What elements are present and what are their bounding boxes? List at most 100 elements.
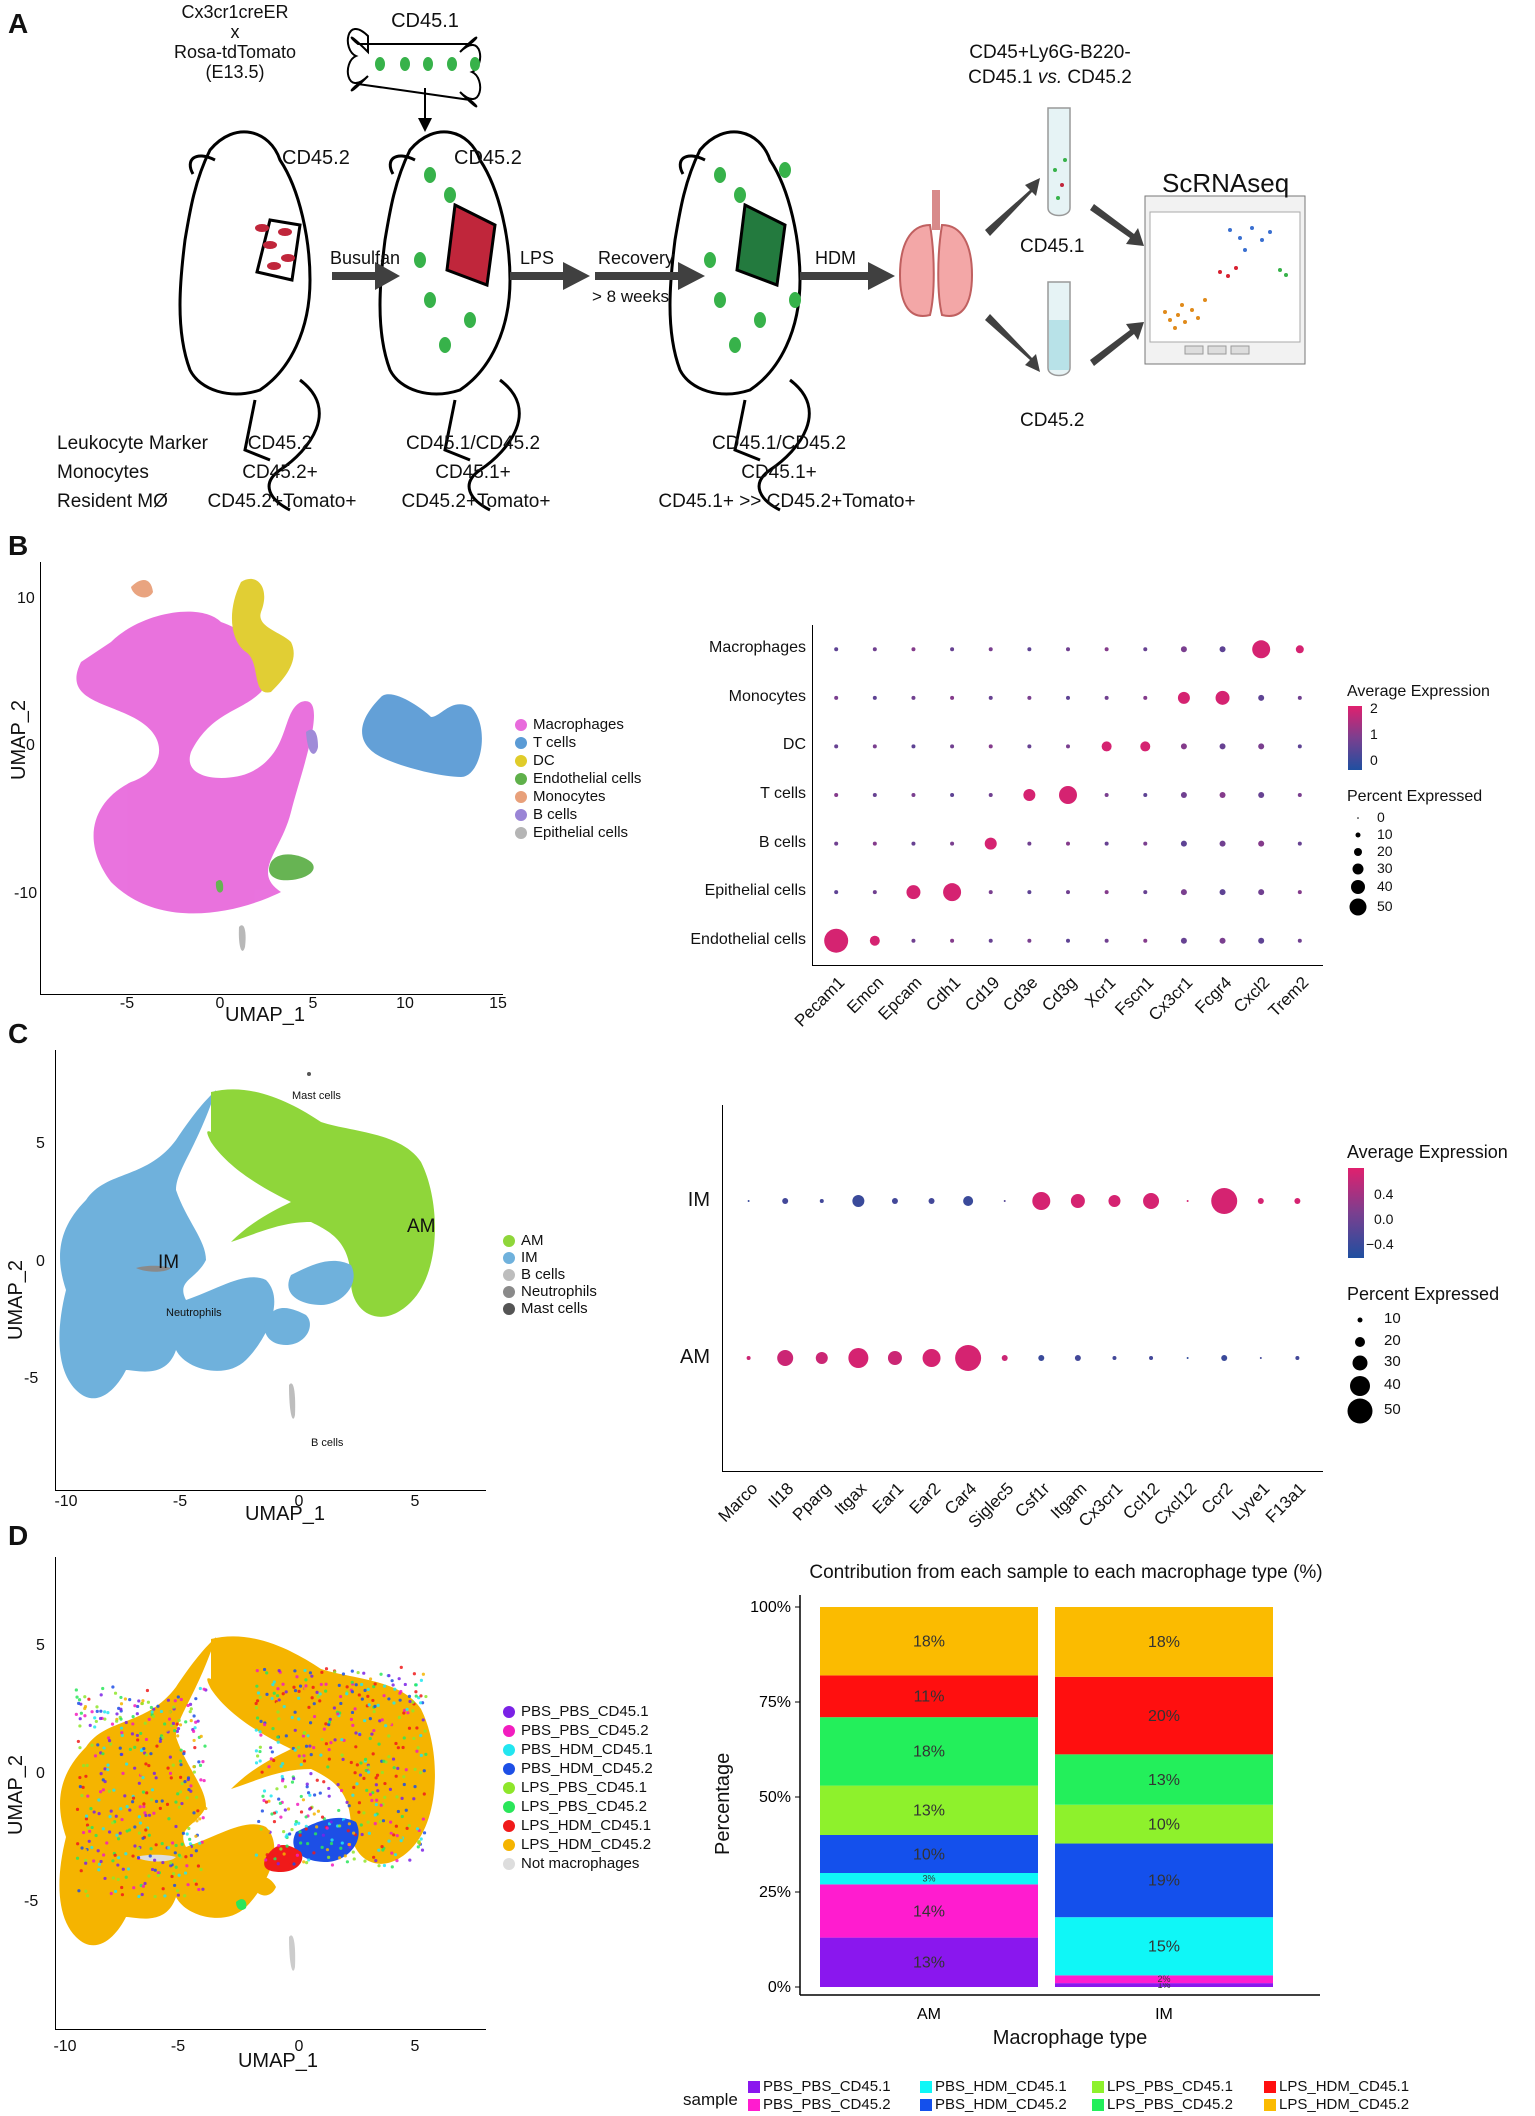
umap-d-cell: [333, 1738, 337, 1742]
umap-d-cell: [322, 1780, 326, 1784]
umap-d-cell: [324, 1689, 328, 1693]
umap-d-cell: [95, 1709, 99, 1714]
umap-d-cell: [269, 1746, 273, 1750]
umap-d-cell: [293, 1748, 297, 1752]
umap-d-cell: [139, 1772, 144, 1776]
umap-d-cell: [156, 1873, 160, 1878]
umap-d-cell: [145, 1688, 150, 1693]
umap-d-cell: [327, 1757, 331, 1761]
umap-d-cell: [194, 1697, 198, 1701]
legend-d-7: LPS_HDM_CD45.2: [503, 1836, 651, 1853]
bar-segment: [820, 1607, 1038, 1676]
dotplot-b-dot: [1177, 691, 1190, 704]
umap-d-cell: [174, 1865, 178, 1869]
umap-d-cell: [372, 1685, 376, 1689]
umap-d-cell: [302, 1759, 307, 1763]
umap-d-cell: [384, 1724, 388, 1728]
umap-d-cell: [161, 1860, 165, 1865]
umap-d-cell: [77, 1889, 81, 1893]
dotplot-b-dot: [988, 793, 993, 797]
umap-d-cell: [397, 1677, 401, 1681]
bar-legend-swatch: [1264, 2081, 1276, 2094]
umap-d-cell: [298, 1830, 302, 1834]
umap-d-cell: [321, 1767, 326, 1771]
umap-d-cell: [332, 1706, 336, 1710]
dotplot-b-dot: [872, 890, 877, 895]
umap-d-cell: [400, 1796, 404, 1800]
umap-d-cell: [319, 1753, 323, 1757]
umap-d-cell: [414, 1683, 418, 1687]
dotplot-b-dot: [834, 890, 839, 895]
umap-d-cell: [272, 1680, 276, 1684]
dotplot-b-dot: [869, 935, 880, 946]
dotplot-b-dot: [1066, 841, 1070, 846]
umap-d-cell: [284, 1835, 288, 1839]
dotplot-b-dot: [1027, 744, 1032, 749]
size-c-10: [1357, 1317, 1363, 1323]
umap-d-cell: [78, 1724, 82, 1728]
umap-d-cell: [176, 1695, 180, 1699]
umap-d-cell: [363, 1718, 367, 1723]
umap-d-cell: [259, 1719, 263, 1723]
umap-d-cell: [161, 1736, 165, 1740]
legend-c-im: IM: [503, 1249, 538, 1266]
umap-d-cell: [291, 1699, 295, 1703]
dotplot-c-dot: [1003, 1200, 1006, 1202]
dotplot-c-row-label: IM: [687, 1189, 710, 1211]
umap-d-cell: [318, 1692, 322, 1696]
umap-d-cell: [329, 1841, 334, 1846]
umap-d-cell: [337, 1808, 341, 1813]
umap-d-cell: [86, 1894, 90, 1898]
dotplot-c-dot: [963, 1196, 974, 1206]
dotplot-b-dot: [988, 890, 993, 895]
umap-d-cell: [324, 1759, 328, 1763]
umap-d-cell: [138, 1821, 143, 1825]
umap-d-cell: [272, 1758, 276, 1763]
umap-d-cell: [84, 1861, 88, 1865]
umap-d-cell: [374, 1803, 378, 1807]
umap-d-cell: [368, 1736, 372, 1741]
genotype-line-3: Rosa-tdTomato: [173, 42, 297, 62]
umap-d-cell: [141, 1699, 145, 1703]
bar-chart-xlabel: Macrophage type: [992, 2027, 1148, 2049]
umap-d-cell: [202, 1687, 206, 1691]
dotplot-b-dot: [824, 928, 849, 953]
bar-segment-label: 14%: [913, 1903, 945, 1920]
umap-d-cell: [103, 1876, 107, 1881]
scrnaseq-screenshot-icon: [1144, 195, 1306, 365]
dotplot-b-avg-tick-2: 2: [1370, 700, 1378, 716]
umap-d-cell: [360, 1682, 364, 1687]
umap-d-cell: [168, 1722, 172, 1726]
umap-d-cell: [415, 1827, 420, 1831]
umap-d-cell: [259, 1827, 263, 1831]
umap-d-cell: [272, 1811, 277, 1815]
umap-d-cell: [330, 1838, 334, 1842]
umap-d-cell: [139, 1731, 143, 1736]
pct-c-tick-2: 30: [1384, 1353, 1401, 1370]
umap-d-cell: [330, 1863, 335, 1867]
umap-d-cell: [296, 1802, 300, 1806]
dotplot-b-dot: [1180, 743, 1187, 750]
umap-d-cell: [119, 1717, 123, 1721]
bar-y-tick-label: 75%: [759, 1694, 791, 1711]
umap-d-cell: [179, 1748, 183, 1752]
umap-d-cell: [353, 1741, 357, 1745]
genotype-line-4: (E13.5): [205, 62, 265, 82]
row-label-resident: Resident MØ: [57, 491, 168, 512]
bar-segment-label: 13%: [1148, 1772, 1180, 1789]
umap-d-cell: [338, 1824, 342, 1828]
umap-d-cell: [137, 1699, 141, 1703]
umap-d-cell: [258, 1749, 262, 1754]
umap-d-cell: [407, 1805, 412, 1809]
dotplot-b-size-legend: [1349, 817, 1367, 916]
umap-d-xtick-1: -5: [170, 2038, 186, 2055]
umap-d-cell: [85, 1763, 89, 1767]
umap-d-cell: [279, 1764, 283, 1768]
size-b-40: [1351, 880, 1365, 894]
dotplot-b-dot: [1219, 937, 1226, 944]
umap-d-cell: [265, 1671, 269, 1675]
umap-d-cell: [147, 1813, 152, 1817]
umap-d-cell: [118, 1831, 122, 1835]
dotplot-c-colorbar: [1348, 1168, 1364, 1258]
umap-d-cell: [259, 1733, 263, 1737]
